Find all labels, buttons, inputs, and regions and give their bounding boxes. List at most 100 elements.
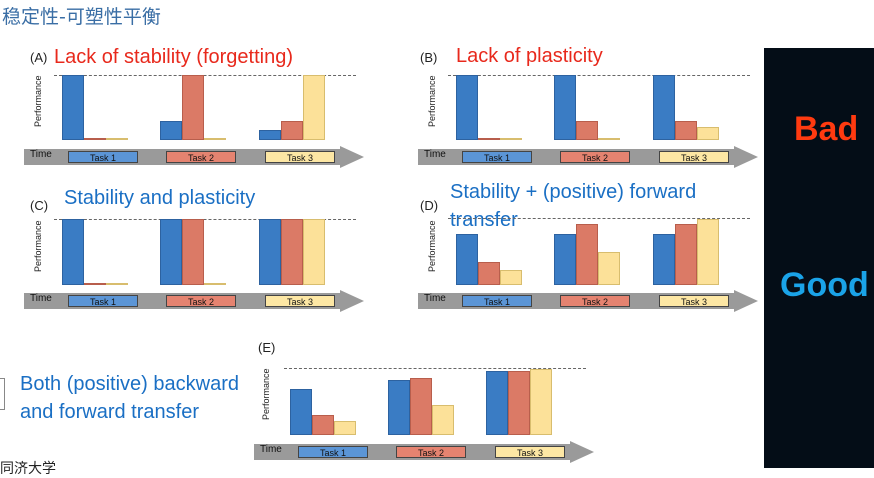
group2-bar-task3 (598, 138, 620, 140)
task-label-3: Task 3 (659, 151, 729, 163)
task-label-2: Task 2 (166, 151, 236, 163)
group3-bar-task1 (653, 234, 675, 285)
group3-bar-task2 (675, 224, 697, 285)
group2-bar-task2 (182, 219, 204, 285)
group3-bar-task3 (303, 219, 325, 285)
group2-bar-task1 (160, 219, 182, 285)
panel-b-caption: Lack of plasticity (456, 45, 603, 67)
group2-bar-task3 (598, 252, 620, 285)
timeline-arrow: Time Task 1 Task 2 Task 3 (418, 146, 758, 168)
bad-label: Bad (794, 110, 859, 148)
panel-a-caption: Lack of stability (forgetting) (54, 46, 293, 68)
university-logo: 同济大学 (0, 461, 56, 477)
group1-bar-task2 (312, 414, 334, 435)
group3-bar-task1 (653, 75, 675, 140)
panel-e-letter: (E) (258, 340, 276, 355)
group1-bar-task3 (334, 421, 356, 435)
reference-dashed-line (448, 218, 750, 219)
task-label-2: Task 2 (560, 295, 630, 307)
task-label-3: Task 3 (495, 446, 565, 458)
panel-d-letter: (D) (420, 198, 439, 213)
page-title: 稳定性-可塑性平衡 (2, 6, 161, 28)
group3-bar-task2 (508, 371, 530, 435)
group1-bar-task2 (478, 262, 500, 285)
group1-bar-task1 (456, 234, 478, 285)
timeline-time-label: Time (30, 149, 52, 160)
task-label-2: Task 2 (396, 446, 466, 458)
performance-axis-label: Performance (261, 368, 271, 420)
task-label-1: Task 1 (68, 295, 138, 307)
group1-bar-task2 (84, 283, 106, 285)
group3-bar-task3 (303, 75, 325, 140)
timeline-arrowhead (340, 146, 364, 168)
timeline-arrow: Time Task 1 Task 2 Task 3 (24, 290, 364, 312)
performance-axis-label: Performance (33, 75, 43, 127)
group2-bar-task1 (160, 120, 182, 140)
reference-dashed-line (448, 75, 750, 76)
performance-axis-label: Performance (33, 220, 43, 272)
panel-a-letter: (A) (30, 50, 48, 65)
side-panel (764, 48, 874, 468)
task-label-2: Task 2 (166, 295, 236, 307)
group1-bar-task2 (478, 138, 500, 140)
group3-bar-task3 (697, 219, 719, 285)
timeline-arrow: Time Task 1 Task 2 Task 3 (254, 441, 594, 463)
panel-c-letter: (C) (30, 198, 49, 213)
task-label-3: Task 3 (265, 295, 335, 307)
left-edge-frame (0, 378, 5, 410)
timeline-arrowhead (734, 146, 758, 168)
timeline-time-label: Time (260, 444, 282, 455)
group2-bar-task2 (410, 378, 432, 435)
timeline-arrow: Time Task 1 Task 2 Task 3 (24, 146, 364, 168)
group2-bar-task3 (204, 138, 226, 140)
group1-bar-task1 (290, 389, 312, 435)
performance-axis-label: Performance (427, 75, 437, 127)
group1-bar-task3 (106, 283, 128, 285)
reference-dashed-line (284, 368, 586, 369)
group2-bar-task1 (554, 234, 576, 285)
group2-bar-task3 (432, 405, 454, 435)
group1-bar-task3 (500, 138, 522, 140)
group2-bar-task2 (576, 224, 598, 285)
group2-bar-task1 (388, 380, 410, 435)
task-label-1: Task 1 (462, 151, 532, 163)
task-label-1: Task 1 (462, 295, 532, 307)
panel-c-caption: Stability and plasticity (64, 187, 256, 209)
group1-bar-task3 (106, 138, 128, 140)
timeline-arrowhead (734, 290, 758, 312)
reference-dashed-line (54, 75, 356, 76)
group2-bar-task3 (204, 283, 226, 285)
group1-bar-task1 (62, 219, 84, 285)
task-label-1: Task 1 (68, 151, 138, 163)
panel-e-caption-line1: Both (positive) backward (20, 373, 239, 395)
group1-bar-task3 (500, 269, 522, 285)
group3-bar-task3 (697, 127, 719, 140)
panel-b-letter: (B) (420, 50, 438, 65)
reference-dashed-line (54, 219, 356, 220)
group2-bar-task1 (554, 75, 576, 140)
performance-axis-label: Performance (427, 220, 437, 272)
task-label-1: Task 1 (298, 446, 368, 458)
timeline-arrowhead (570, 441, 594, 463)
timeline-arrow: Time Task 1 Task 2 Task 3 (418, 290, 758, 312)
group3-bar-task3 (530, 369, 552, 435)
panel-d-caption-line1: Stability + (positive) forward (450, 181, 697, 203)
group3-bar-task2 (675, 120, 697, 140)
task-label-2: Task 2 (560, 151, 630, 163)
group3-bar-task2 (281, 120, 303, 140)
group2-bar-task2 (182, 75, 204, 140)
good-label: Good (780, 266, 869, 304)
timeline-time-label: Time (424, 293, 446, 304)
group3-bar-task1 (259, 219, 281, 285)
panel-d-caption-line2: transfer (450, 209, 518, 231)
group1-bar-task1 (456, 75, 478, 140)
task-label-3: Task 3 (265, 151, 335, 163)
panel-e-caption-line2: and forward transfer (20, 401, 199, 423)
timeline-time-label: Time (30, 293, 52, 304)
timeline-arrowhead (340, 290, 364, 312)
group1-bar-task2 (84, 138, 106, 140)
group2-bar-task2 (576, 120, 598, 140)
group3-bar-task2 (281, 219, 303, 285)
timeline-time-label: Time (424, 149, 446, 160)
task-label-3: Task 3 (659, 295, 729, 307)
